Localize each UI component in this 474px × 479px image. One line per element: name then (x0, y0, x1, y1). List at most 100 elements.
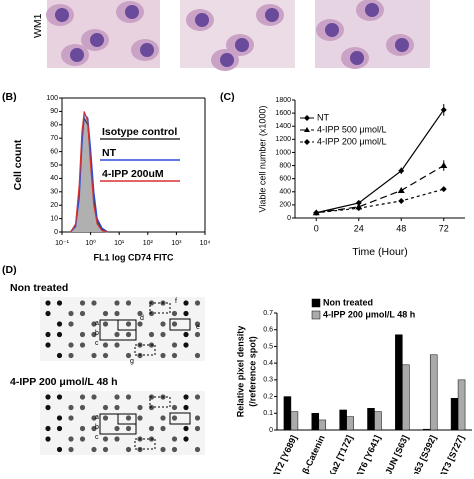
spot (194, 300, 201, 306)
spot (56, 394, 63, 400)
y-axis-label: Cell count (12, 139, 24, 190)
blot-title: 4-IPP 200 μmol/L 48 h (10, 376, 118, 388)
spot (45, 300, 51, 306)
x-axis-label: Time (Hour) (352, 246, 408, 258)
x-tick-label: STAT2 [Y689] (266, 434, 299, 474)
x-tick-label: STAT6 [Y641] (349, 434, 382, 474)
line (70, 111, 108, 233)
spot (114, 300, 120, 306)
spot-label: c (95, 434, 99, 441)
legend-marker (304, 139, 310, 145)
bar (395, 334, 403, 431)
spot-box (117, 319, 137, 331)
spot-box (117, 413, 137, 425)
y-tick-label: 20 (50, 202, 58, 209)
spot (183, 342, 189, 348)
spot (91, 300, 97, 306)
y-tick-label: 60 (50, 148, 58, 155)
spot (183, 425, 189, 432)
spot (79, 342, 86, 348)
nucleus (350, 51, 364, 65)
spot (91, 331, 97, 338)
spot (45, 331, 51, 338)
spot (194, 321, 201, 327)
spot (45, 404, 51, 411)
x-tick-label: c-JUN [S63] (380, 434, 410, 474)
spot (194, 446, 201, 453)
spot (171, 310, 178, 317)
y-tick-label: 0.5 (263, 343, 273, 350)
legend-label: 4-IPP 500 μmol/L (317, 124, 387, 134)
spot (171, 342, 178, 348)
x-tick-label: 72 (439, 223, 449, 233)
spot (102, 321, 109, 327)
point (355, 205, 362, 212)
y-tick-label: 80 (50, 122, 58, 129)
y-tick-label: 0.6 (263, 327, 273, 334)
spot (125, 425, 132, 432)
x-tick-label: 0 (314, 223, 319, 233)
area (70, 118, 108, 232)
line (316, 165, 445, 214)
spot-label: g (130, 358, 134, 365)
y-tick-label: 800 (279, 162, 291, 169)
x-tick-label: 48 (396, 223, 406, 233)
spot (160, 446, 166, 453)
spot (91, 321, 97, 327)
legend-swatch (311, 310, 321, 320)
line (316, 188, 444, 214)
nucleus (70, 48, 84, 62)
spot (45, 425, 51, 432)
spot (68, 352, 74, 359)
panel-label: (B) (2, 91, 17, 103)
nucleus (125, 5, 139, 19)
spot (56, 415, 63, 421)
spot (125, 321, 132, 327)
spot-box (169, 318, 191, 331)
spot (171, 415, 178, 421)
spot (194, 331, 201, 338)
spot (125, 352, 132, 359)
spot-label: b (95, 330, 99, 337)
spot (91, 394, 97, 400)
bar (346, 416, 354, 431)
panel-label: (C) (220, 91, 235, 103)
spot (137, 321, 143, 327)
point (440, 106, 447, 113)
spot (68, 415, 74, 421)
spot-box (149, 302, 171, 314)
legend-label: 4-IPP 200 μmol/L 48 h (323, 309, 415, 319)
spot (183, 394, 189, 400)
legend-label: NT (317, 112, 329, 122)
legend-marker (304, 115, 310, 121)
spot (171, 404, 178, 411)
point (398, 197, 405, 204)
spot (68, 404, 74, 411)
spot (183, 331, 189, 338)
spot (194, 425, 201, 432)
spot (68, 342, 74, 348)
spot-label: a (95, 414, 99, 421)
spot (114, 425, 120, 432)
x-tick-label: STAT3 [S727] (433, 434, 466, 474)
legend-label: Isotype control (102, 126, 177, 138)
y-tick-label: 400 (279, 189, 291, 196)
spot (114, 310, 120, 317)
spot (79, 300, 86, 306)
spot-box (134, 344, 156, 356)
spot (56, 425, 63, 432)
spot (183, 310, 189, 317)
y-tick-label: 0 (269, 427, 273, 434)
spot (183, 436, 189, 442)
spot (160, 425, 166, 432)
y-tick-label: 1400 (275, 123, 291, 130)
spot-box (149, 396, 171, 408)
spot (56, 446, 63, 453)
y-tick-label: 1200 (275, 136, 291, 143)
blot (40, 297, 205, 361)
y-tick-label: 30 (50, 189, 58, 196)
spot (183, 404, 189, 411)
y-tick-label: 0.4 (263, 360, 273, 367)
spot (102, 446, 109, 453)
y-axis-label: Viable cell number (x1000) (257, 106, 267, 213)
